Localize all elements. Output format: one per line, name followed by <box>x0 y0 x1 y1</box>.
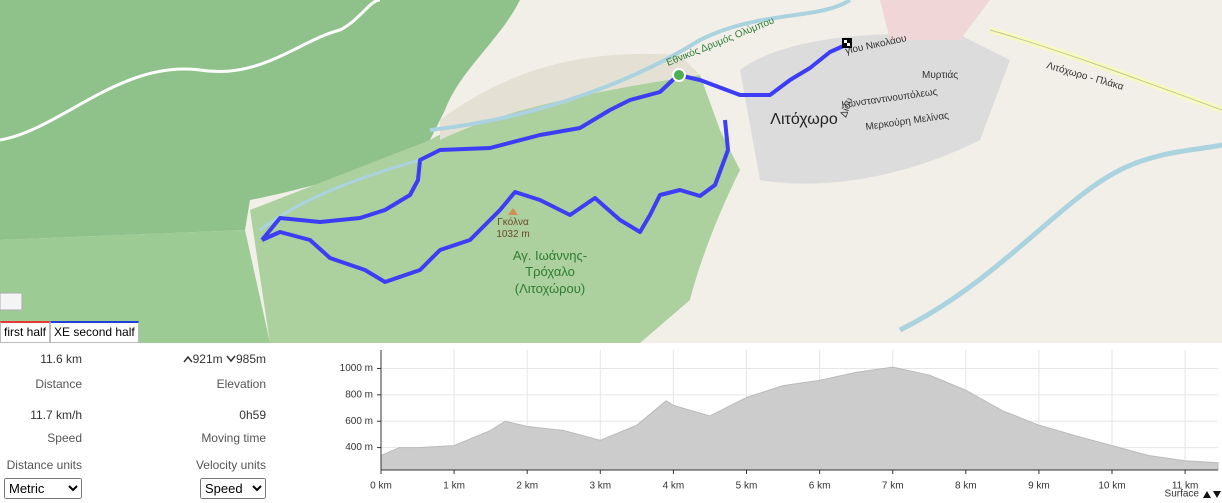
town-label: Λιτόχωρο <box>770 111 838 128</box>
finish-check <box>844 40 847 43</box>
x-tick-label: 4 km <box>663 481 685 492</box>
peak-icon <box>508 208 518 215</box>
up-icon <box>183 355 193 363</box>
peak-height: 1032 m <box>496 229 529 240</box>
river <box>259 158 421 232</box>
elevation-up: 921m <box>192 352 223 366</box>
speed-value: 11.7 km/h <box>30 408 82 422</box>
toggle-arrow <box>1203 491 1221 498</box>
forest <box>0 0 520 240</box>
x-tick-label: 3 km <box>589 481 611 492</box>
x-tick-label: 0 km <box>370 481 392 492</box>
river <box>898 142 1222 333</box>
moving-time-value: 0h59 <box>239 408 266 422</box>
area-label: (Λιτοχώρου) <box>515 281 585 296</box>
y-tick-label: 1000 m <box>340 363 373 374</box>
x-tick-label: 1 km <box>443 481 465 492</box>
x-tick-label: 7 km <box>882 481 904 492</box>
distance-label: Distance <box>35 377 82 391</box>
road <box>0 0 381 142</box>
x-tick-label: 11 km <box>1172 481 1199 492</box>
surface-toggle[interactable]: Surface <box>1165 489 1200 500</box>
x-tick-label: 5 km <box>736 481 758 492</box>
y-tick-label: 800 m <box>345 389 373 400</box>
peak-name: Γκόλνα <box>497 216 529 228</box>
x-tick-label: 9 km <box>1028 481 1050 492</box>
area-label: Τρόχαλο <box>525 264 575 279</box>
down-icon <box>226 355 236 363</box>
velocity-units-select[interactable]: Speed <box>200 478 266 499</box>
y-tick-label: 600 m <box>345 416 373 427</box>
x-tick-label: 10 km <box>1098 481 1125 492</box>
tab[interactable]: XE second half <box>50 321 139 343</box>
start-marker[interactable] <box>672 68 686 82</box>
distance-value: 11.6 km <box>40 352 82 366</box>
velocity-units-label: Velocity units <box>195 458 266 472</box>
x-tick-label: 2 km <box>516 481 538 492</box>
speed-label: Speed <box>47 431 82 445</box>
street-label: Μυρτιάς <box>922 69 958 81</box>
bottom-panel: 400 m 600 m 800 m 1000 m 0 km 1 km 2 km 3 km 4 k… <box>0 343 1222 503</box>
highway-edge <box>989 29 1222 111</box>
elevation-label: Elevation <box>216 377 266 391</box>
x-tick-label: 8 km <box>955 481 977 492</box>
toggle-button[interactable] <box>0 292 23 311</box>
finish-check <box>847 43 850 46</box>
x-tick-label: 6 km <box>809 481 831 492</box>
elevation-value: 921m 985m <box>160 352 266 366</box>
elevation-down: 985m <box>235 352 266 366</box>
area-label: Αγ. Ιωάννης- <box>513 248 587 263</box>
elevation-area <box>380 366 1219 471</box>
river <box>429 0 852 132</box>
moving-time-label: Moving time <box>201 431 266 445</box>
map[interactable]: Γκόλνα 1032 m Αγ. Ιωάννης- Τρόχαλο (Λιτο… <box>0 0 1222 343</box>
y-tick-label: 400 m <box>345 442 373 453</box>
industrial <box>880 0 990 40</box>
route <box>260 42 849 284</box>
distance-units-select[interactable]: Metric <box>4 478 82 499</box>
tab[interactable]: first half <box>0 321 51 343</box>
distance-units-label: Distance units <box>6 458 82 472</box>
forest <box>0 230 270 343</box>
elevation-chart: 400 m 600 m 800 m 1000 m 0 km 1 km 2 km 3 km 4 k… <box>340 350 1221 500</box>
